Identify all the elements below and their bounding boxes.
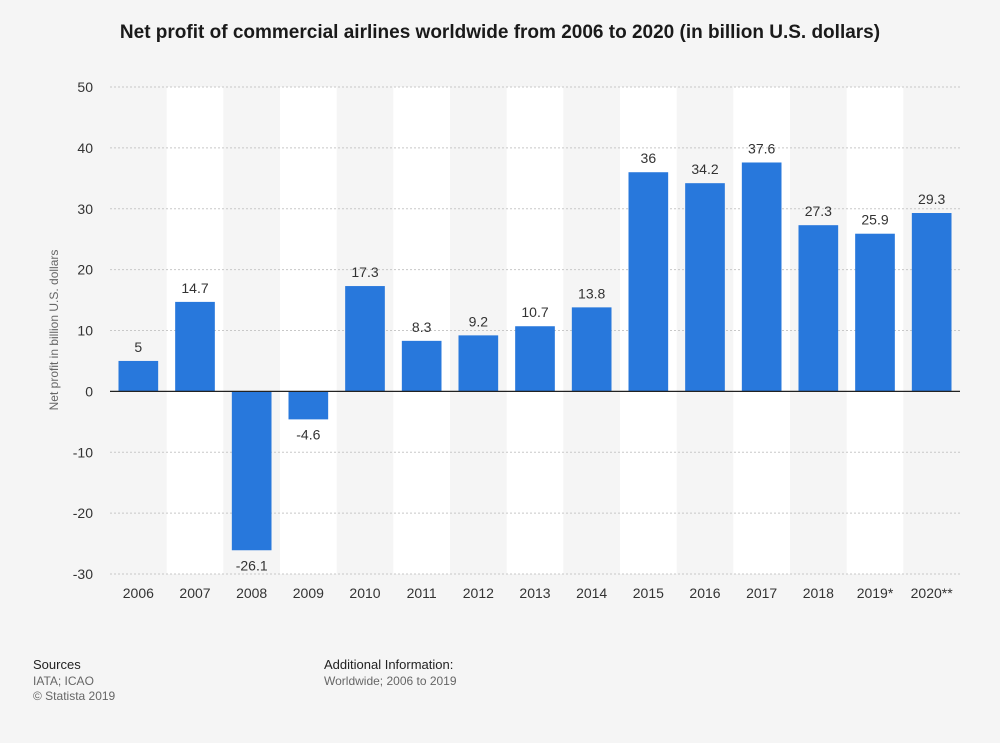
bar (911, 213, 952, 392)
sources-block: Sources IATA; ICAO © Statista 2019 (33, 657, 115, 704)
bar (685, 183, 725, 392)
x-tick-label: 2012 (463, 585, 494, 601)
x-tick-label: 2017 (746, 585, 777, 601)
x-tick-label: 2008 (236, 585, 267, 601)
additional-info-line: Worldwide; 2006 to 2019 (324, 674, 457, 688)
data-label: 27.3 (805, 203, 832, 219)
data-label: 9.2 (469, 313, 489, 329)
data-label: 37.6 (748, 140, 775, 156)
data-label: 17.3 (351, 264, 378, 280)
y-tick-label: 40 (77, 140, 93, 156)
bar (741, 162, 782, 392)
y-tick-label: 20 (77, 262, 93, 278)
bar (118, 360, 159, 392)
chart-title: Net profit of commercial airlines worldw… (119, 22, 881, 43)
data-label: 14.7 (181, 280, 208, 296)
bar (798, 225, 839, 392)
x-tick-label: 2011 (407, 585, 437, 601)
data-label: 25.9 (861, 212, 888, 228)
sources-heading: Sources (33, 657, 81, 672)
y-tick-label: 0 (85, 383, 93, 399)
bar (515, 326, 555, 392)
x-tick-label: 2009 (293, 585, 324, 601)
x-tick-label: 2018 (803, 585, 834, 601)
y-tick-label: 10 (77, 323, 93, 339)
data-label: 8.3 (412, 319, 432, 335)
y-tick-label: -30 (73, 566, 93, 582)
copyright-line: © Statista 2019 (33, 689, 116, 703)
y-tick-label: -20 (73, 505, 93, 521)
x-tick-label: 2020** (911, 585, 954, 601)
bar (855, 233, 895, 392)
bar (571, 307, 612, 392)
bar (231, 391, 272, 551)
y-tick-label: -10 (73, 444, 93, 460)
bar (175, 301, 215, 392)
y-tick-label: 30 (77, 201, 93, 217)
data-label: 34.2 (691, 161, 718, 177)
additional-info-heading: Additional Information: (324, 657, 454, 672)
data-label: 36 (641, 150, 657, 166)
bar (345, 286, 385, 392)
bar (401, 340, 442, 392)
data-label: 13.8 (578, 285, 605, 301)
x-tick-label: 2014 (576, 585, 607, 601)
bar (628, 172, 669, 392)
y-tick-label: 50 (77, 79, 93, 95)
x-tick-label: 2015 (633, 585, 664, 601)
data-label: 29.3 (918, 191, 945, 207)
x-tick-label: 2019* (857, 585, 894, 601)
data-label: -26.1 (236, 557, 268, 573)
data-label: 10.7 (521, 304, 548, 320)
x-tick-label: 2013 (519, 585, 550, 601)
x-tick-label: 2006 (123, 585, 154, 601)
bar (458, 335, 499, 392)
x-tick-label: 2007 (179, 585, 210, 601)
bar (288, 391, 329, 420)
column-band (280, 87, 337, 574)
additional-info-block: Additional Information: Worldwide; 2006 … (324, 657, 457, 689)
data-label: -4.6 (296, 426, 320, 442)
y-axis-title: Net profit in billion U.S. dollars (47, 250, 61, 411)
x-tick-label: 2010 (349, 585, 380, 601)
data-label: 5 (134, 339, 142, 355)
x-tick-label: 2016 (689, 585, 720, 601)
sources-line: IATA; ICAO (33, 674, 94, 688)
